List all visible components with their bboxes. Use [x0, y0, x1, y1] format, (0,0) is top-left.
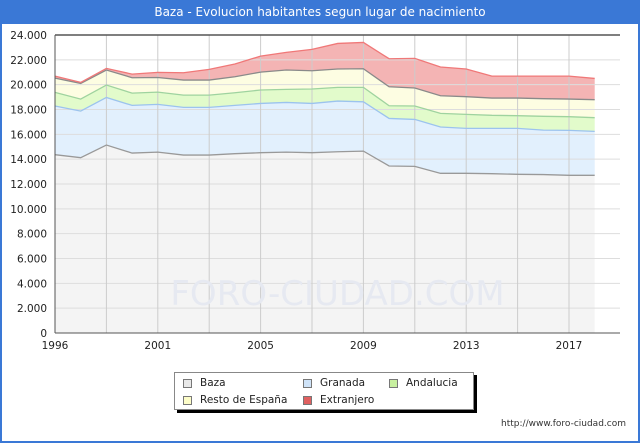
watermark: FORO-CIUDAD.COM — [170, 274, 504, 314]
x-tick-label: 2013 — [453, 340, 480, 352]
x-tick-label: 2001 — [144, 340, 171, 352]
legend-item-granada: Granada — [303, 377, 365, 389]
x-tick-label: 2009 — [350, 340, 377, 352]
legend-swatch — [183, 378, 192, 388]
y-tick-label: 10.000 — [10, 204, 47, 216]
y-tick-label: 12.000 — [10, 179, 47, 191]
area-resto-de-españa — [55, 68, 595, 118]
y-tick-label: 16.000 — [10, 129, 47, 141]
legend-swatch — [389, 378, 398, 388]
y-tick-label: 4.000 — [17, 278, 47, 290]
chart-title: Baza - Evolucion habitantes segun lugar … — [0, 0, 640, 24]
legend-label: Andalucia — [406, 377, 458, 389]
legend-swatch — [303, 395, 312, 405]
x-tick-label: 2017 — [556, 340, 583, 352]
series-line-baza — [54, 144, 595, 176]
legend-label: Extranjero — [320, 394, 375, 406]
area-extranjero — [55, 42, 595, 100]
legend-label: Baza — [200, 377, 226, 389]
legend-swatch — [183, 395, 192, 405]
y-tick-label: 0 — [40, 328, 47, 340]
area-andalucia — [55, 85, 595, 132]
y-tick-label: 22.000 — [10, 55, 47, 67]
legend-item-andalucia: Andalucia — [389, 377, 458, 389]
legend-label: Resto de España — [200, 394, 288, 406]
y-tick-label: 2.000 — [17, 303, 47, 315]
y-tick-label: 20.000 — [10, 80, 47, 92]
series-line-resto-de-españa — [54, 68, 595, 101]
y-tick-label: 24.000 — [10, 30, 47, 42]
legend: Baza Granada Andalucia Resto de España E… — [174, 372, 474, 410]
footer-url[interactable]: http://www.foro-ciudad.com — [501, 419, 626, 429]
series-line-andalucia — [54, 84, 595, 119]
area-granada — [55, 97, 595, 176]
legend-item-extranjero: Extranjero — [303, 394, 374, 406]
legend-item-baza: Baza — [183, 377, 226, 389]
series-line-extranjero — [54, 41, 595, 84]
legend-item-resto: Resto de España — [183, 394, 287, 406]
y-tick-label: 6.000 — [17, 254, 47, 266]
y-tick-label: 8.000 — [17, 229, 47, 241]
x-tick-label: 2005 — [247, 340, 274, 352]
legend-swatch — [303, 378, 312, 388]
legend-label: Granada — [320, 377, 366, 389]
y-tick-label: 14.000 — [10, 154, 47, 166]
y-tick-label: 18.000 — [10, 105, 47, 117]
area-baza — [55, 145, 595, 333]
series-line-granada — [54, 96, 595, 133]
x-tick-label: 1996 — [42, 340, 69, 352]
